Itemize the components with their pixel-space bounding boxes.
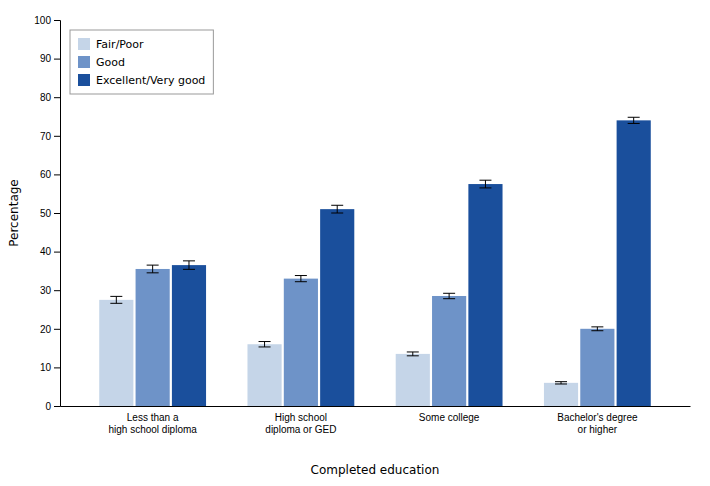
x-tick: Bachelor's degreeor higher — [557, 412, 638, 435]
chart-svg: 0 10 20 30 40 50 60 70 80 90 100 Less than ahigh sc… — [0, 0, 710, 486]
y-tick: 10 — [40, 362, 60, 373]
y-tick-mark — [54, 97, 60, 98]
y-axis-line — [54, 21, 61, 407]
bar — [172, 265, 206, 406]
y-tick: 0 — [45, 401, 60, 412]
y-tick-mark — [54, 406, 60, 407]
legend-item: Fair/Poor — [78, 38, 144, 51]
bar — [284, 279, 318, 406]
legend-swatch — [78, 56, 90, 68]
error-bar — [591, 327, 603, 331]
error-bar — [628, 117, 640, 123]
legend-label: Excellent/Very good — [96, 74, 205, 87]
x-tick-label-line: Some college — [419, 412, 480, 423]
y-tick-mark — [54, 367, 60, 368]
y-tick-mark — [54, 329, 60, 330]
y-tick-label: 70 — [40, 131, 52, 142]
error-bar — [555, 382, 567, 384]
y-axis: 0 10 20 30 40 50 60 70 80 90 100 — [34, 15, 60, 412]
y-tick-label: 30 — [40, 285, 52, 296]
bar — [247, 344, 281, 406]
y-tick-mark — [54, 136, 60, 137]
bar — [544, 383, 578, 406]
x-tick-label-line: Bachelor's degree — [557, 412, 638, 423]
error-bar — [295, 276, 307, 282]
y-tick: 30 — [40, 285, 60, 296]
legend-swatch — [78, 38, 90, 50]
y-tick: 50 — [40, 208, 60, 219]
x-axis-title: Completed education — [311, 463, 440, 477]
y-tick-mark — [54, 252, 60, 253]
y-tick-label: 10 — [40, 362, 52, 373]
y-tick-label: 60 — [40, 169, 52, 180]
legend-swatch — [78, 74, 90, 86]
bar — [580, 329, 614, 406]
bar — [99, 300, 133, 406]
y-tick: 80 — [40, 92, 60, 103]
error-bar — [183, 261, 195, 269]
bar — [320, 209, 354, 406]
y-tick-label: 20 — [40, 324, 52, 335]
bar — [136, 269, 170, 406]
x-tick: Less than ahigh school diploma — [108, 412, 197, 435]
error-bar — [407, 352, 419, 356]
x-axis-line — [61, 406, 691, 407]
y-tick-label: 50 — [40, 208, 52, 219]
y-tick-mark — [54, 213, 60, 214]
x-axis: Less than ahigh school diploma High schoo… — [61, 407, 691, 435]
legend-label: Good — [96, 56, 125, 69]
y-tick-mark — [54, 174, 60, 175]
y-tick: 60 — [40, 169, 60, 180]
y-tick-mark — [54, 20, 60, 21]
bar — [617, 120, 651, 406]
error-bar — [110, 296, 122, 303]
y-tick: 90 — [40, 53, 60, 64]
y-tick: 70 — [40, 131, 60, 142]
x-tick-label: High schooldiploma or GED — [265, 412, 336, 435]
error-bar — [479, 180, 491, 188]
y-tick: 40 — [40, 246, 60, 257]
error-bar — [259, 342, 271, 347]
error-bar — [147, 265, 159, 273]
y-tick-label: 90 — [40, 53, 52, 64]
legend-item: Excellent/Very good — [78, 74, 205, 87]
x-tick: High schooldiploma or GED — [265, 412, 336, 435]
error-bar — [331, 205, 343, 213]
x-tick-label-line: Less than a — [127, 412, 179, 423]
x-tick-label-line: diploma or GED — [265, 424, 336, 435]
x-tick-label-line: High school — [275, 412, 327, 423]
y-tick-label: 0 — [45, 401, 51, 412]
plot-area: 0 10 20 30 40 50 60 70 80 90 100 Less than ahigh sc… — [34, 15, 690, 435]
y-tick: 100 — [34, 15, 60, 26]
y-tick-label: 40 — [40, 246, 52, 257]
bar — [468, 184, 502, 406]
legend-box — [70, 30, 213, 94]
y-tick-label: 100 — [34, 15, 51, 26]
x-tick-label: Some college — [419, 412, 480, 423]
x-tick: Some college — [419, 412, 480, 423]
bar — [396, 354, 430, 406]
x-tick-label-line: high school diploma — [108, 424, 197, 435]
y-tick-label: 80 — [40, 92, 52, 103]
error-bar — [443, 293, 455, 298]
legend: Fair/Poor Good Excellent/Very good — [70, 30, 213, 94]
y-tick: 20 — [40, 324, 60, 335]
legend-label: Fair/Poor — [96, 38, 144, 51]
x-tick-label: Bachelor's degreeor higher — [557, 412, 638, 435]
y-tick-mark — [54, 59, 60, 60]
bar — [432, 296, 466, 406]
bar-series — [136, 265, 615, 406]
x-tick-label: Less than ahigh school diploma — [108, 412, 197, 435]
marks — [99, 117, 651, 406]
legend-item: Good — [78, 56, 125, 69]
y-axis-title: Percentage — [7, 179, 21, 247]
y-tick-mark — [54, 290, 60, 291]
x-tick-label-line: or higher — [578, 424, 618, 435]
chart-container: 0 10 20 30 40 50 60 70 80 90 100 Less than ahigh sc… — [0, 0, 710, 486]
bar-series — [172, 117, 651, 406]
